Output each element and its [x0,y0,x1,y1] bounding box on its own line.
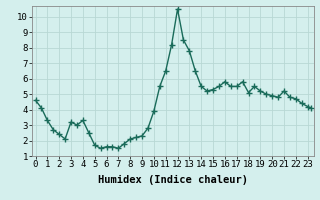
X-axis label: Humidex (Indice chaleur): Humidex (Indice chaleur) [98,175,248,185]
